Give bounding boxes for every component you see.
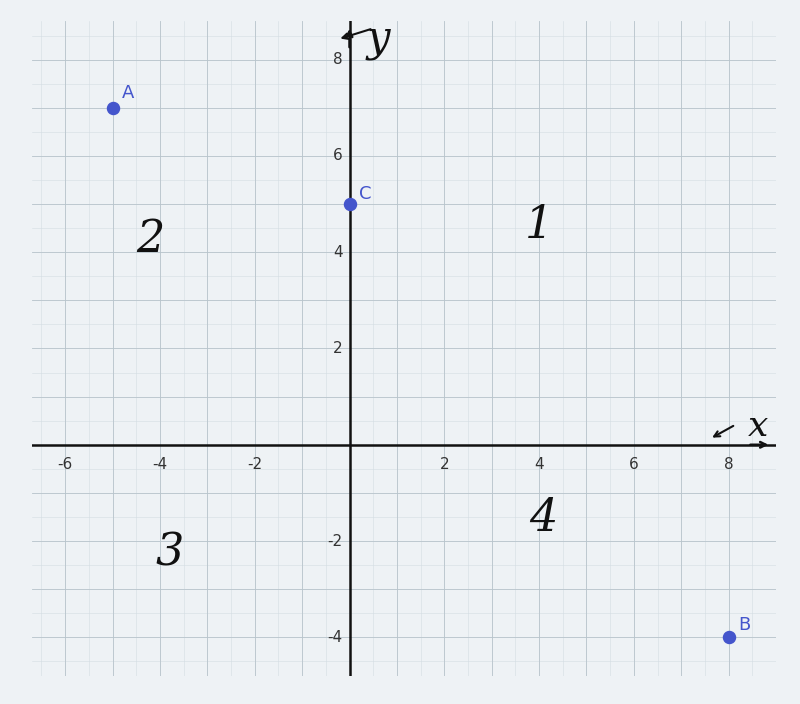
Text: -2: -2 (247, 457, 262, 472)
Point (722, 631, 735, 643)
Text: 6: 6 (333, 149, 342, 163)
Text: 1: 1 (525, 203, 554, 247)
Text: -2: -2 (327, 534, 342, 548)
Text: 2: 2 (333, 341, 342, 356)
Text: 6: 6 (629, 457, 638, 472)
Text: 4: 4 (534, 457, 544, 472)
Text: x: x (747, 409, 768, 443)
Text: -4: -4 (327, 630, 342, 645)
Text: 2: 2 (439, 457, 449, 472)
Text: 2: 2 (136, 218, 165, 261)
Point (343, 199, 356, 210)
Text: 4: 4 (530, 497, 558, 541)
Text: B: B (738, 616, 750, 634)
Text: y: y (366, 18, 390, 60)
Text: -6: -6 (58, 457, 73, 472)
Text: A: A (122, 84, 134, 102)
Text: 3: 3 (155, 531, 183, 574)
Text: 8: 8 (724, 457, 734, 472)
Text: C: C (359, 185, 371, 203)
Point (106, 102, 119, 113)
Text: 8: 8 (333, 52, 342, 67)
Text: 4: 4 (333, 245, 342, 260)
Text: -4: -4 (152, 457, 167, 472)
